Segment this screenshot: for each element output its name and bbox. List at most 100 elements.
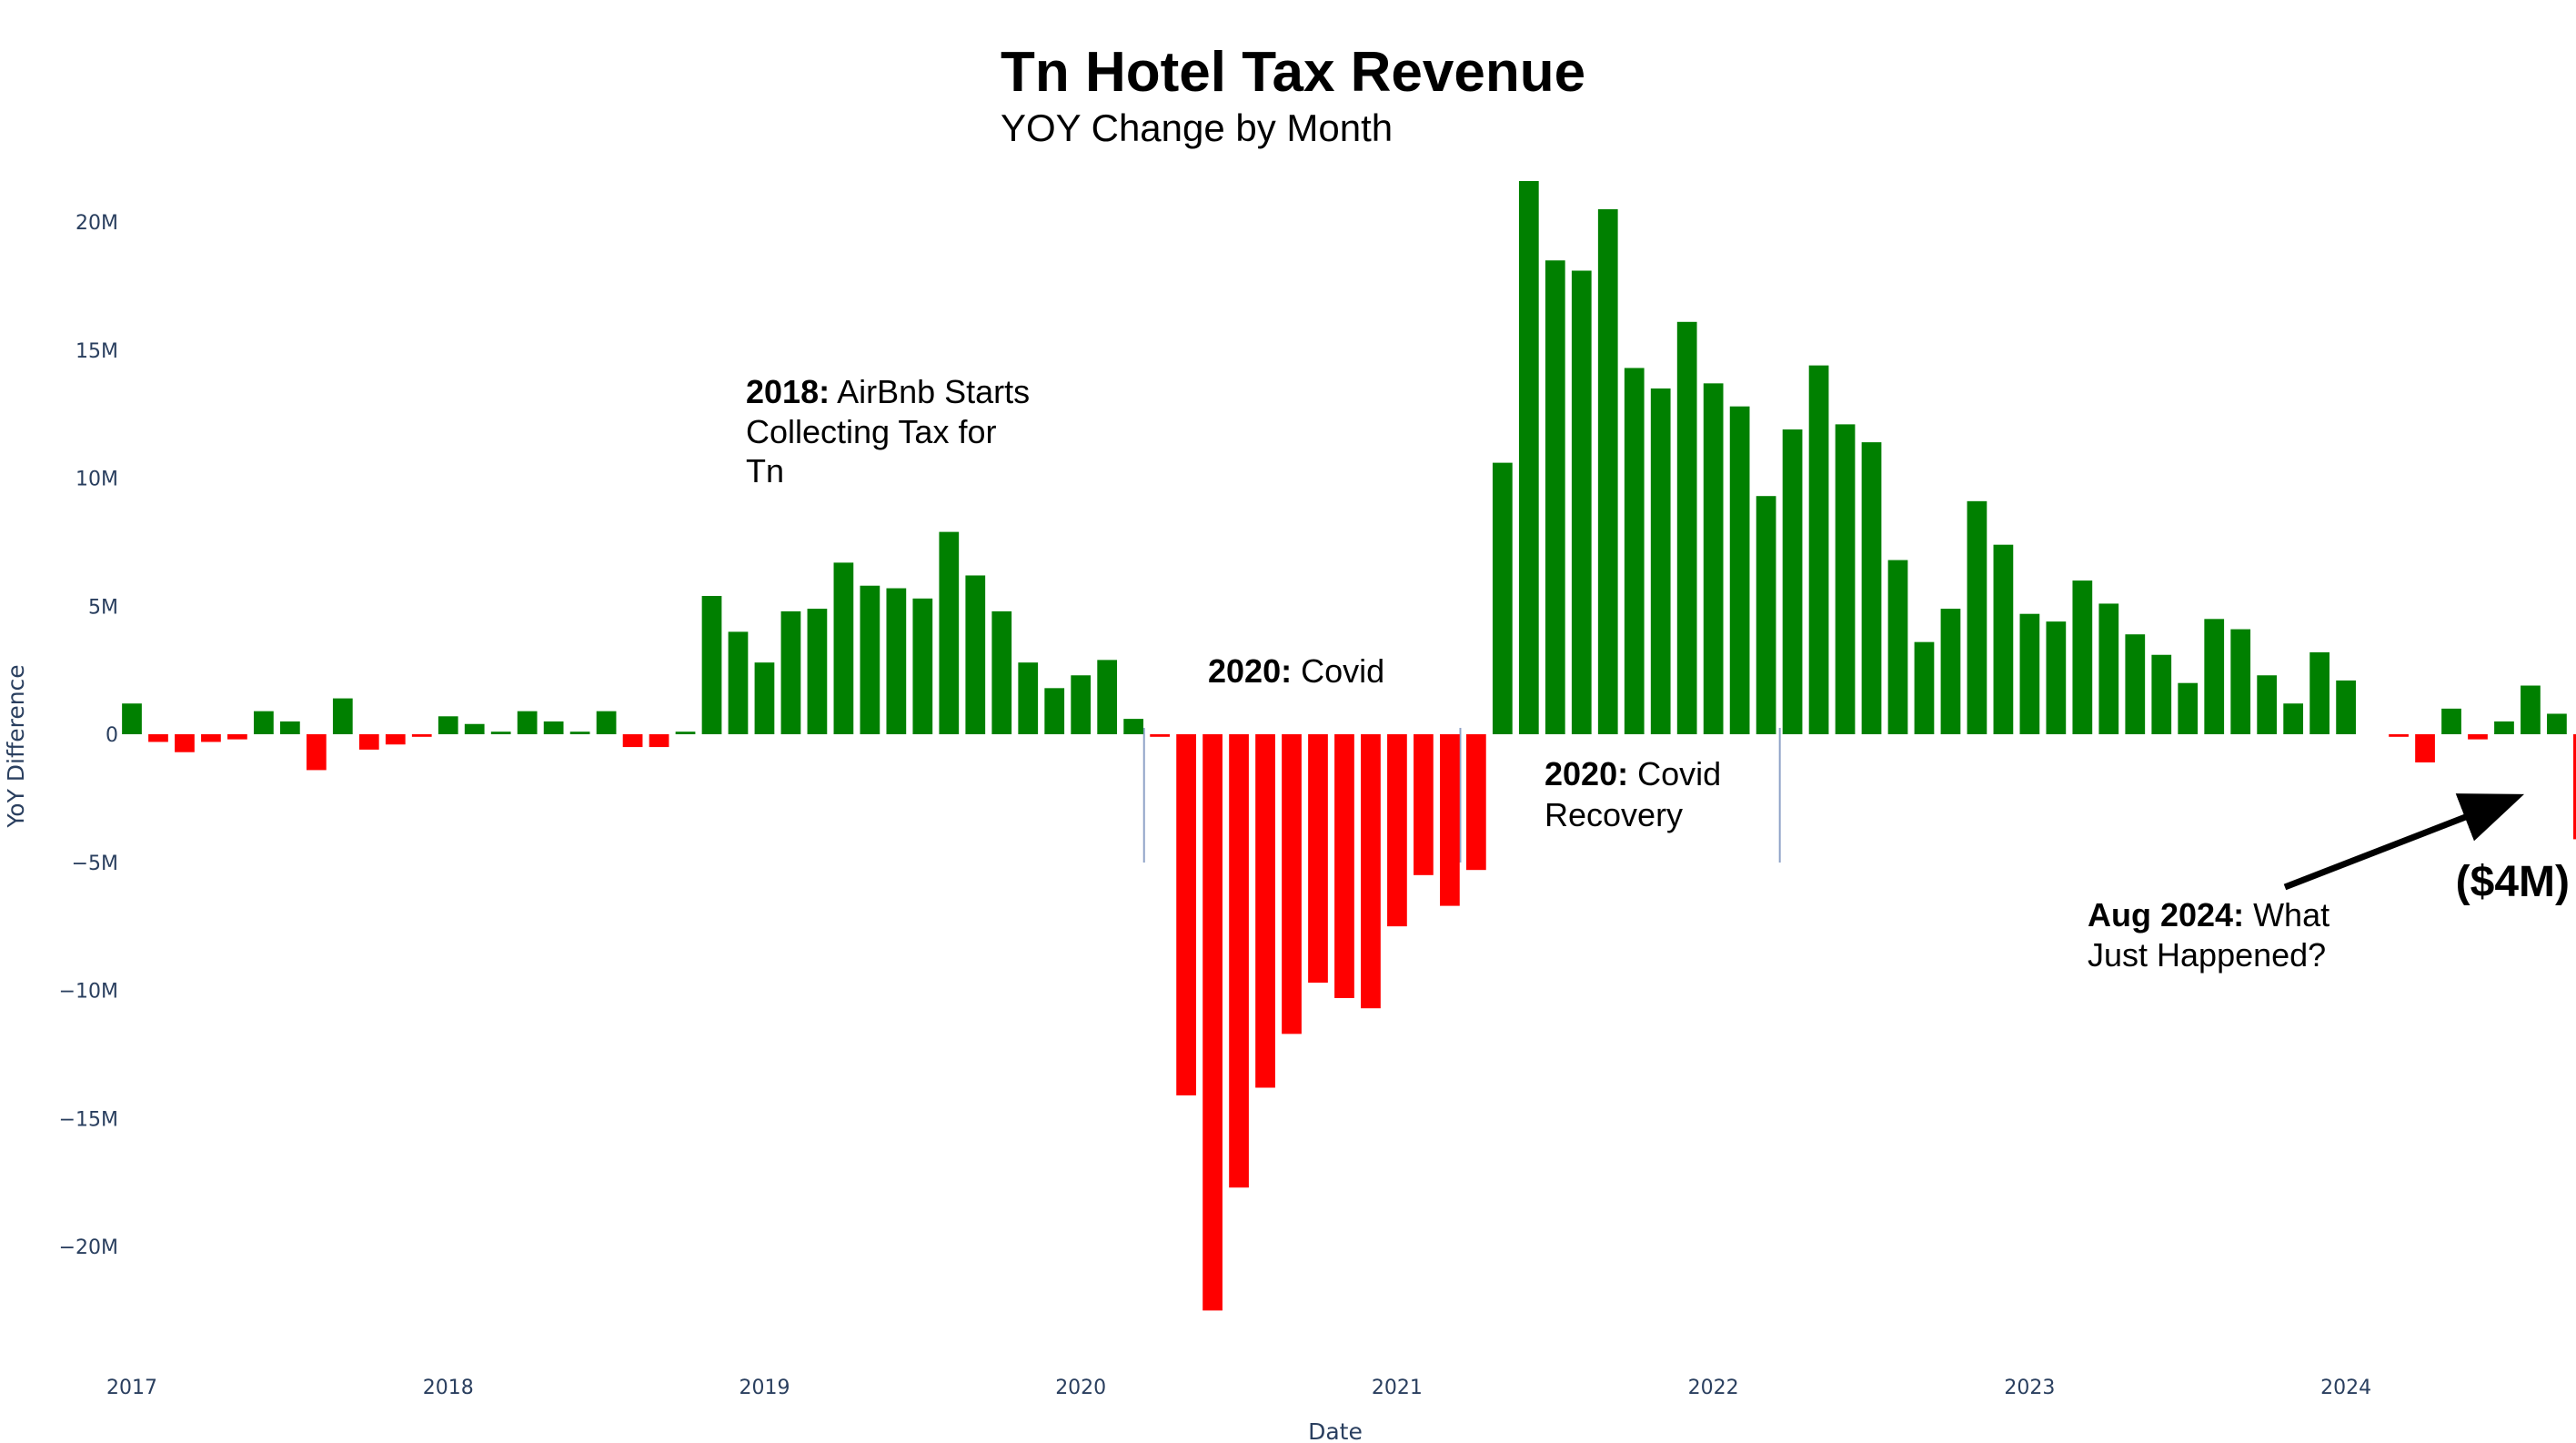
y-tick-label: 15M xyxy=(75,340,118,363)
x-tick-label: 2019 xyxy=(739,1377,790,1399)
bar xyxy=(1308,734,1328,984)
bar xyxy=(438,716,458,734)
bar xyxy=(254,711,274,734)
bar xyxy=(490,732,511,734)
chart-subtitle: YOY Change by Month xyxy=(1001,106,1393,149)
x-tick-label: 2023 xyxy=(2004,1377,2055,1399)
bar xyxy=(2521,685,2541,734)
annotation-aug2024-line1: Aug 2024: What xyxy=(2088,896,2329,933)
bar xyxy=(2468,734,2488,740)
bar xyxy=(1518,180,1539,734)
bar xyxy=(780,610,801,734)
bar xyxy=(332,698,353,734)
bar xyxy=(1071,675,1092,734)
bar xyxy=(1123,719,1144,734)
bar xyxy=(1808,365,1829,734)
y-axis-ticks: 20M 15M 10M 5M 0 −5M −10M −15M −20M xyxy=(59,212,118,1259)
y-tick-label: 10M xyxy=(75,469,118,491)
annotation-covid: 2020: Covid xyxy=(1208,652,1384,690)
bar xyxy=(175,734,195,752)
y-axis-title: YoY Difference xyxy=(3,664,29,828)
annotation-airbnb-line3: Tn xyxy=(746,452,784,489)
bar xyxy=(1993,544,2014,734)
x-axis-ticks: 2017 2018 2019 2020 2021 2022 2023 2024 xyxy=(106,1377,2371,1399)
x-tick-label: 2022 xyxy=(1688,1377,1739,1399)
bar xyxy=(1887,560,1908,734)
bar xyxy=(2336,680,2356,734)
x-tick-label: 2018 xyxy=(423,1377,474,1399)
bar xyxy=(807,609,828,734)
bar xyxy=(1202,734,1223,1311)
bar xyxy=(2441,708,2461,734)
bar xyxy=(385,734,406,745)
bar xyxy=(569,732,590,734)
bar xyxy=(306,734,327,771)
bar xyxy=(1097,660,1118,734)
bar xyxy=(1940,609,1961,734)
bar xyxy=(2151,654,2172,734)
bar xyxy=(860,585,880,734)
bar xyxy=(279,721,300,734)
bar xyxy=(411,734,432,737)
bar xyxy=(1440,734,1460,906)
bar xyxy=(1018,662,1039,734)
bar xyxy=(148,734,168,742)
annotation-covid-bold: 2020: xyxy=(1208,652,1292,690)
bar xyxy=(1465,734,1486,871)
bar xyxy=(2494,721,2514,734)
y-tick-label: −5M xyxy=(72,853,118,875)
annotation-airbnb-text1: AirBnb Starts xyxy=(830,373,1030,410)
bar xyxy=(2019,613,2040,734)
callout-arrow xyxy=(2283,793,2525,891)
bar-series xyxy=(122,180,2576,1311)
bar xyxy=(1967,500,1987,734)
bar xyxy=(1150,734,1170,737)
bar xyxy=(2415,734,2435,762)
bar xyxy=(1597,208,1618,735)
bar xyxy=(1387,734,1407,927)
bar xyxy=(2046,621,2067,734)
bar xyxy=(728,631,749,734)
bar xyxy=(596,711,617,734)
bar xyxy=(1650,388,1671,734)
bar xyxy=(1229,734,1249,1188)
annotation-aug2024-text1: What xyxy=(2244,896,2329,933)
bar xyxy=(2125,634,2146,734)
chart-title: Tn Hotel Tax Revenue xyxy=(1001,41,1585,104)
bar xyxy=(2573,734,2576,840)
annotation-airbnb-line2: Collecting Tax for xyxy=(746,413,996,450)
bar xyxy=(1334,734,1354,998)
bar xyxy=(543,721,564,734)
event-marker-lines xyxy=(1142,728,1781,863)
annotation-recovery-line2: Recovery xyxy=(1545,796,1683,833)
bar xyxy=(1676,321,1697,734)
bar xyxy=(2204,619,2225,734)
x-tick-label: 2017 xyxy=(106,1377,157,1399)
x-axis-title: Date xyxy=(1308,1418,1363,1443)
y-tick-label: −10M xyxy=(59,981,118,1004)
bar xyxy=(2178,682,2199,734)
bar xyxy=(227,734,247,740)
bar xyxy=(1361,734,1381,1009)
annotation-airbnb-line1: 2018: AirBnb Starts xyxy=(746,373,1030,410)
x-tick-label: 2021 xyxy=(1372,1377,1423,1399)
bar xyxy=(1835,424,1856,734)
bar xyxy=(1861,442,1882,734)
bar xyxy=(1729,406,1750,734)
bar xyxy=(1176,734,1196,1095)
bar xyxy=(201,734,221,742)
bar xyxy=(2389,734,2409,737)
y-tick-label: 0 xyxy=(106,724,118,747)
bar xyxy=(1545,260,1565,735)
bar xyxy=(1044,688,1065,734)
annotation-recovery-bold: 2020: xyxy=(1545,755,1628,792)
bar xyxy=(754,662,775,734)
bar xyxy=(358,734,379,750)
bar xyxy=(939,531,960,734)
bar xyxy=(833,562,854,734)
bar xyxy=(1414,734,1434,875)
bar xyxy=(1492,462,1513,734)
bar xyxy=(464,723,485,734)
bar xyxy=(1571,270,1592,734)
